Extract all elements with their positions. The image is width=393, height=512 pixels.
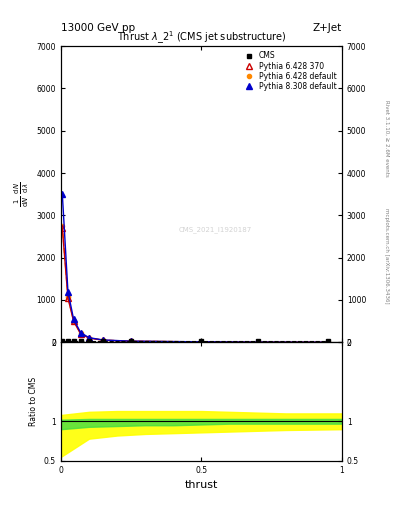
CMS — [129, 338, 134, 345]
Pythia 6.428 default — [255, 339, 260, 345]
Text: Z+Jet: Z+Jet — [313, 23, 342, 33]
CMS — [101, 338, 105, 345]
Pythia 8.308 default — [129, 338, 134, 344]
Pythia 6.428 default — [325, 339, 330, 345]
Pythia 6.428 370 — [66, 295, 70, 301]
Y-axis label: Ratio to CMS: Ratio to CMS — [29, 377, 39, 426]
Line: CMS: CMS — [60, 339, 330, 344]
CMS — [199, 338, 204, 345]
Pythia 6.428 default — [60, 223, 65, 229]
Text: 13000 GeV pp: 13000 GeV pp — [61, 23, 135, 33]
Pythia 6.428 default — [86, 335, 91, 341]
CMS — [60, 338, 65, 345]
Pythia 6.428 default — [78, 330, 83, 336]
CMS — [71, 338, 76, 345]
Pythia 8.308 default — [101, 337, 105, 343]
Line: Pythia 6.428 default: Pythia 6.428 default — [60, 224, 330, 344]
Pythia 6.428 370 — [86, 335, 91, 341]
Pythia 6.428 370 — [101, 337, 105, 343]
Text: CMS_2021_I1920187: CMS_2021_I1920187 — [179, 226, 252, 233]
Y-axis label: $\frac{1}{\mathrm{d}N}\ \frac{\mathrm{d}N}{\mathrm{d}\lambda}$: $\frac{1}{\mathrm{d}N}\ \frac{\mathrm{d}… — [13, 182, 31, 207]
Pythia 8.308 default — [71, 316, 76, 322]
Pythia 8.308 default — [78, 330, 83, 336]
Pythia 8.308 default — [325, 339, 330, 345]
CMS — [86, 338, 91, 345]
Pythia 6.428 default — [101, 337, 105, 343]
Pythia 6.428 370 — [129, 338, 134, 345]
Pythia 6.428 default — [199, 339, 204, 345]
CMS — [78, 338, 83, 345]
X-axis label: thrust: thrust — [185, 480, 218, 490]
CMS — [325, 338, 330, 345]
Pythia 6.428 default — [66, 293, 70, 300]
CMS — [255, 338, 260, 345]
Text: mcplots.cern.ch [arXiv:1306.3436]: mcplots.cern.ch [arXiv:1306.3436] — [384, 208, 389, 304]
Pythia 6.428 370 — [78, 331, 83, 337]
Pythia 8.308 default — [255, 339, 260, 345]
Pythia 6.428 370 — [60, 225, 65, 231]
Pythia 6.428 370 — [255, 339, 260, 345]
Title: Thrust $\lambda\_2^1$ (CMS jet substructure): Thrust $\lambda\_2^1$ (CMS jet substruct… — [116, 30, 286, 46]
Pythia 8.308 default — [66, 288, 70, 294]
Pythia 6.428 370 — [71, 318, 76, 324]
Pythia 8.308 default — [60, 191, 65, 197]
Pythia 6.428 default — [129, 338, 134, 344]
Line: Pythia 8.308 default: Pythia 8.308 default — [60, 191, 331, 345]
Pythia 8.308 default — [86, 334, 91, 340]
Pythia 6.428 370 — [325, 339, 330, 345]
Line: Pythia 6.428 370: Pythia 6.428 370 — [60, 225, 331, 345]
Pythia 6.428 370 — [199, 339, 204, 345]
Legend: CMS, Pythia 6.428 370, Pythia 6.428 default, Pythia 8.308 default: CMS, Pythia 6.428 370, Pythia 6.428 defa… — [241, 50, 338, 92]
Pythia 6.428 default — [71, 317, 76, 324]
Pythia 8.308 default — [199, 339, 204, 345]
Text: Rivet 3.1.10, ≥ 2.6M events: Rivet 3.1.10, ≥ 2.6M events — [384, 100, 389, 177]
CMS — [66, 338, 70, 345]
